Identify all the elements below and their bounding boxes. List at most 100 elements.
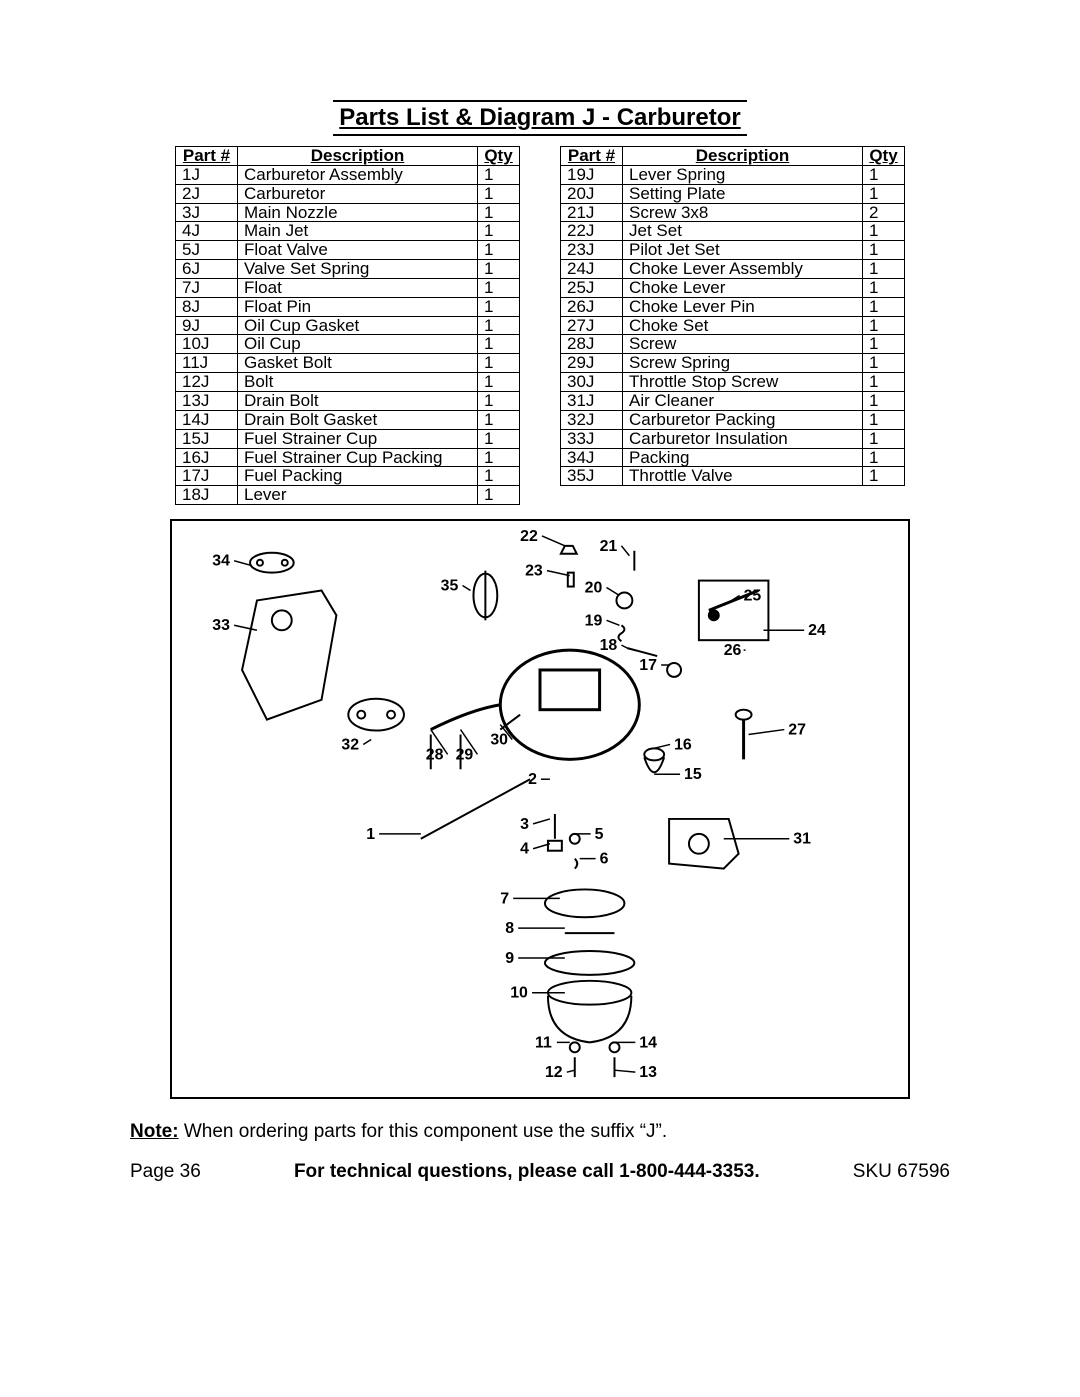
callout-label: 14 [639, 1034, 657, 1051]
cell-part: 25J [561, 278, 623, 297]
callout-label: 25 [744, 587, 762, 604]
callout-label: 12 [545, 1064, 563, 1081]
table-row: 13JDrain Bolt1 [176, 391, 520, 410]
table-row: 15JFuel Strainer Cup1 [176, 429, 520, 448]
cell-desc: Fuel Strainer Cup [238, 429, 478, 448]
cell-qty: 1 [478, 184, 520, 203]
table-row: 21JScrew 3x82 [561, 203, 905, 222]
cell-desc: Packing [623, 448, 863, 467]
cell-qty: 1 [863, 429, 905, 448]
table-row: 31JAir Cleaner1 [561, 391, 905, 410]
callout-label: 31 [793, 831, 811, 848]
table-row: 8JFloat Pin1 [176, 297, 520, 316]
cell-qty: 1 [478, 260, 520, 279]
cell-qty: 1 [863, 316, 905, 335]
cell-part: 2J [176, 184, 238, 203]
cell-qty: 1 [863, 278, 905, 297]
cell-desc: Float [238, 278, 478, 297]
callout-label: 9 [505, 950, 514, 967]
cell-qty: 1 [478, 448, 520, 467]
callout-label: 17 [639, 657, 657, 674]
table-row: 33JCarburetor Insulation1 [561, 429, 905, 448]
cell-desc: Pilot Jet Set [623, 241, 863, 260]
table-row: 32JCarburetor Packing1 [561, 410, 905, 429]
diagram-svg: 3433222335212019181725242627322829301615… [172, 521, 908, 1097]
cell-qty: 1 [863, 222, 905, 241]
table-row: 23JPilot Jet Set1 [561, 241, 905, 260]
page-title: Parts List & Diagram J - Carburetor [333, 100, 746, 136]
cell-desc: Lever [238, 486, 478, 505]
callout-label: 22 [520, 528, 538, 545]
footer-sku: SKU 67596 [853, 1161, 950, 1183]
cell-desc: Carburetor Assembly [238, 165, 478, 184]
table-row: 22JJet Set1 [561, 222, 905, 241]
cell-qty: 1 [863, 241, 905, 260]
table-row: 30JThrottle Stop Screw1 [561, 373, 905, 392]
cell-desc: Throttle Valve [623, 467, 863, 486]
cell-part: 17J [176, 467, 238, 486]
cell-part: 12J [176, 373, 238, 392]
cell-part: 30J [561, 373, 623, 392]
cell-qty: 1 [863, 373, 905, 392]
callout-label: 30 [490, 731, 508, 748]
cell-desc: Choke Lever Pin [623, 297, 863, 316]
cell-part: 1J [176, 165, 238, 184]
cell-part: 8J [176, 297, 238, 316]
note-line: Note: When ordering parts for this compo… [130, 1121, 950, 1143]
table-row: 25JChoke Lever1 [561, 278, 905, 297]
cell-part: 35J [561, 467, 623, 486]
col-desc: Description [238, 147, 478, 166]
callout-label: 27 [788, 722, 806, 739]
cell-desc: Main Jet [238, 222, 478, 241]
table-row: 3JMain Nozzle1 [176, 203, 520, 222]
callout-label: 8 [505, 920, 514, 937]
callout-label: 29 [456, 746, 474, 763]
cell-qty: 1 [478, 391, 520, 410]
cell-qty: 1 [478, 297, 520, 316]
callout-label: 4 [520, 841, 529, 858]
cell-desc: Bolt [238, 373, 478, 392]
note-text: When ordering parts for this component u… [179, 1121, 668, 1142]
cell-part: 15J [176, 429, 238, 448]
cell-desc: Gasket Bolt [238, 354, 478, 373]
callout-label: 24 [808, 622, 826, 639]
footer-page: Page 36 [130, 1161, 201, 1183]
cell-part: 33J [561, 429, 623, 448]
cell-qty: 1 [478, 203, 520, 222]
cell-part: 16J [176, 448, 238, 467]
footer-phone: For technical questions, please call 1-8… [294, 1161, 760, 1183]
callout-label: 28 [426, 746, 444, 763]
callout-label: 32 [341, 736, 359, 753]
cell-desc: Screw [623, 335, 863, 354]
cell-qty: 1 [478, 278, 520, 297]
callout-label: 35 [441, 578, 459, 595]
cell-qty: 1 [478, 222, 520, 241]
table-row: 19JLever Spring1 [561, 165, 905, 184]
cell-qty: 1 [863, 448, 905, 467]
cell-part: 32J [561, 410, 623, 429]
exploded-diagram: 3433222335212019181725242627322829301615… [170, 519, 910, 1099]
callout-label: 11 [535, 1034, 552, 1051]
cell-part: 26J [561, 297, 623, 316]
cell-desc: Oil Cup [238, 335, 478, 354]
cell-qty: 1 [863, 260, 905, 279]
cell-desc: Choke Lever [623, 278, 863, 297]
cell-desc: Valve Set Spring [238, 260, 478, 279]
cell-qty: 1 [478, 373, 520, 392]
cell-qty: 2 [863, 203, 905, 222]
cell-qty: 1 [863, 184, 905, 203]
callout-label: 10 [510, 985, 528, 1002]
cell-qty: 1 [478, 316, 520, 335]
cell-qty: 1 [478, 467, 520, 486]
cell-qty: 1 [863, 335, 905, 354]
cell-qty: 1 [478, 241, 520, 260]
cell-desc: Screw 3x8 [623, 203, 863, 222]
cell-part: 10J [176, 335, 238, 354]
cell-desc: Float Pin [238, 297, 478, 316]
cell-qty: 1 [863, 165, 905, 184]
cell-desc: Float Valve [238, 241, 478, 260]
table-row: 20JSetting Plate1 [561, 184, 905, 203]
table-row: 27JChoke Set1 [561, 316, 905, 335]
cell-qty: 1 [478, 429, 520, 448]
col-desc: Description [623, 147, 863, 166]
